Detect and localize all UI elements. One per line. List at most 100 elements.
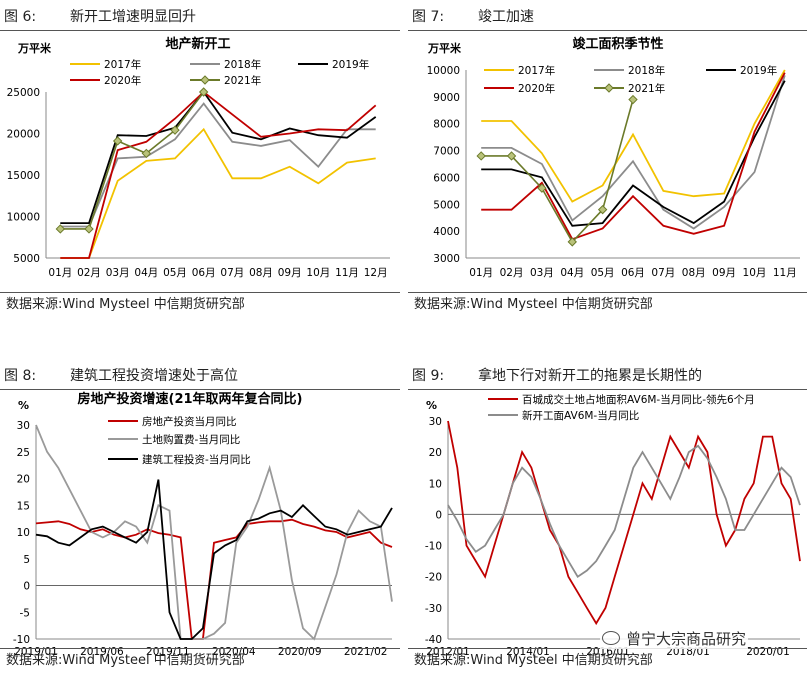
x-tick-label: 02月	[500, 267, 524, 279]
series-point	[141, 148, 152, 159]
y-tick-label: 30	[17, 420, 30, 432]
x-tick-label: 08月	[682, 267, 706, 279]
chart-new-construction: 地产新开工 万平米 5000 10000 15000 20000 25000 01月 02月 03…	[7, 36, 390, 279]
series-line-1	[447, 420, 801, 626]
chart-land-vs-construction: % -40 -30 -20 -10 0 10 20 30 2012/01 2014/01 2016/0…	[425, 393, 801, 658]
y-tick-label: 5000	[433, 199, 460, 211]
y-tick-label: 10000	[7, 212, 40, 224]
y-tick-label: 0	[435, 509, 442, 521]
figure-number: 图 7:	[412, 9, 445, 25]
y-tick-label: 25000	[7, 87, 40, 99]
series-point	[170, 125, 180, 135]
x-tick-label: 2019/01	[14, 646, 58, 658]
x-tick-label: 2014/01	[506, 646, 550, 658]
source-note: 数据来源:Wind Mysteel 中信期货研究部	[0, 648, 400, 670]
x-tick-label: 07月	[651, 267, 675, 279]
chart-completion: 竣工面积季节性 万平米 3000 4000 5000 6000 7000 8000 9000 10…	[427, 36, 800, 279]
series-point	[55, 224, 66, 234]
y-tick-label: 20	[17, 474, 30, 486]
x-tick-label: 08月	[249, 267, 273, 279]
series-line-3	[60, 90, 377, 224]
x-tick-label: 10月	[743, 267, 767, 279]
x-tick-label: 2018/01	[666, 646, 710, 658]
y-axis-unit: 万平米	[17, 41, 52, 55]
series-line-1	[481, 69, 786, 203]
series-point	[476, 151, 486, 161]
figure-header: 图 9: 拿地下行对新开工的拖累是长期性的	[408, 365, 807, 390]
legend-marker	[200, 75, 210, 85]
legend-label: 2021年	[628, 82, 665, 95]
watermark-text: 曾宁大宗商品研究	[626, 630, 747, 648]
series-point	[537, 183, 547, 193]
x-tick-label: 10月	[306, 267, 330, 279]
y-tick-label: 25	[17, 447, 30, 459]
chart-title: 房地产投资增速(21年取两年复合同比)	[78, 391, 303, 407]
y-tick-label: 10	[17, 527, 30, 539]
series-line-1	[60, 127, 376, 259]
y-tick-label: 20000	[7, 129, 40, 141]
series-point	[628, 94, 638, 105]
legend-label: 土地购置费-当月同比	[142, 433, 240, 446]
legend-label: 2017年	[104, 58, 141, 71]
x-tick-label: 02月	[77, 267, 101, 279]
x-tick-label: 2020/09	[278, 646, 322, 658]
y-tick-label: 4000	[433, 226, 460, 238]
figure-title: 新开工增速明显回升	[70, 9, 196, 25]
y-tick-label: -5	[20, 607, 30, 619]
chart-investment-growth: 房地产投资增速(21年取两年复合同比)% -10 -5 0 5 10 15 20 25 30 201…	[13, 391, 393, 658]
series-line-4	[60, 90, 377, 259]
x-tick-label: 06月	[192, 267, 216, 279]
y-tick-label: 5	[23, 554, 30, 566]
x-tick-label: 03月	[530, 267, 554, 279]
legend-marker	[604, 83, 614, 93]
series-line-5	[60, 91, 205, 230]
source-note: 数据来源:Wind Mysteel 中信期货研究部	[408, 648, 807, 670]
watermark: 曾宁大宗商品研究	[600, 628, 749, 649]
x-tick-label: 11月	[773, 267, 797, 279]
legend-label: 2021年	[224, 74, 261, 87]
x-tick-label: 2012/01	[426, 646, 470, 658]
legend-label: 建筑工程投资-当月同比	[142, 453, 251, 466]
x-tick-label: 2019/11	[146, 646, 190, 658]
series-line-2	[35, 424, 393, 641]
y-tick-label: 20	[429, 447, 442, 459]
wechat-icon	[602, 631, 620, 645]
source-note: 数据来源:Wind Mysteel 中信期货研究部	[408, 292, 807, 314]
y-tick-label: 15	[17, 500, 30, 512]
figure-number: 图 8:	[4, 368, 37, 384]
x-tick-label: 09月	[278, 267, 302, 279]
series-point	[567, 237, 577, 247]
series-point	[198, 87, 209, 97]
series-line-3	[35, 479, 393, 640]
y-tick-label: 5000	[13, 253, 40, 265]
x-tick-label: 09月	[712, 267, 736, 279]
figure-number: 图 6:	[4, 9, 37, 25]
legend-label: 2019年	[332, 58, 369, 71]
x-tick-label: 2019/06	[80, 646, 124, 658]
y-tick-label: 9000	[433, 92, 460, 104]
y-axis-unit: %	[426, 399, 437, 412]
legend-label: 2018年	[628, 64, 665, 77]
y-tick-label: 0	[23, 581, 30, 593]
x-tick-label: 11月	[335, 267, 359, 279]
legend-label: 2017年	[518, 64, 555, 77]
y-tick-label: -20	[425, 572, 442, 584]
x-tick-label: 01月	[48, 267, 72, 279]
x-tick-label: 12月	[364, 267, 388, 279]
series-line-5	[481, 99, 634, 244]
figure-title: 拿地下行对新开工的拖累是长期性的	[478, 368, 702, 384]
x-tick-label: 2020/01	[746, 646, 790, 658]
figure-number: 图 9:	[412, 368, 445, 384]
y-axis-unit: %	[18, 399, 29, 412]
figure-title: 竣工加速	[478, 9, 534, 25]
panel-fig7: 图 7: 竣工加速 竣工面积季节性 万平米 3000 4000 5000 6000 7000…	[408, 0, 807, 330]
x-tick-label: 01月	[469, 267, 493, 279]
y-tick-label: 6000	[433, 172, 460, 184]
legend-label: 百城成交土地占地面积AV6M-当月同比-领先6个月	[522, 393, 755, 406]
y-tick-label: -10	[13, 634, 30, 646]
legend-label: 2020年	[104, 74, 141, 87]
series-line-3	[481, 80, 786, 227]
series-point	[84, 224, 94, 234]
figure-header: 图 8: 建筑工程投资增速处于高位	[0, 365, 400, 390]
x-tick-label: 03月	[106, 267, 130, 279]
